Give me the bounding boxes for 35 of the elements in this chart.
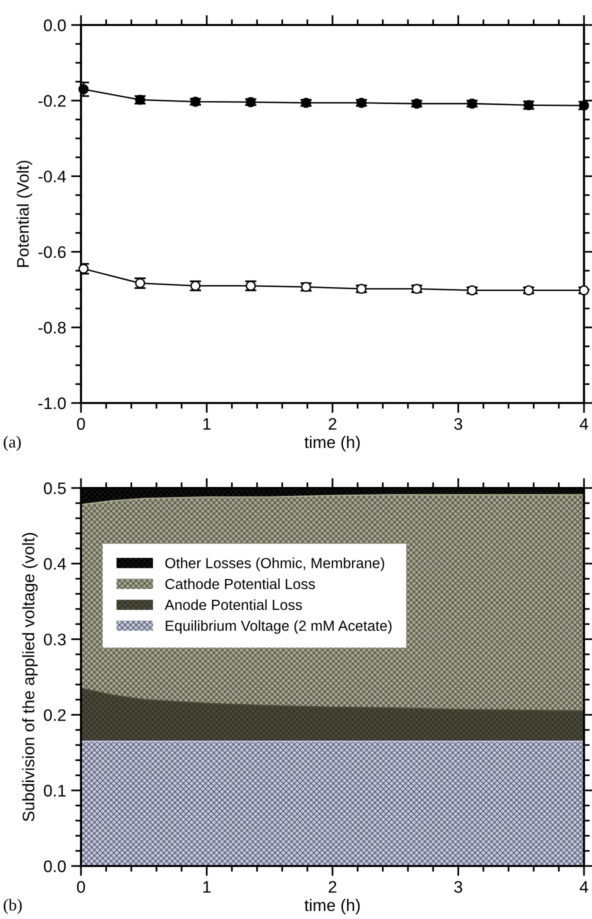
y-tick-label: 0.2 (44, 709, 66, 722)
point (78, 84, 89, 94)
y-tick-label: -0.2 (38, 95, 66, 107)
y-tick-label: -0.8 (38, 322, 66, 334)
x-axis-title: time (h) (304, 898, 360, 914)
y-tick-label: 0.0 (44, 19, 66, 32)
x-tick-label: 0 (77, 881, 85, 893)
y-tick-label: 0.3 (44, 634, 66, 646)
x-tick-label: 4 (580, 881, 588, 893)
y-axis-title: Potential (Volt) (16, 160, 32, 267)
y-tick-label: 0.5 (44, 482, 66, 494)
text: (a) (4, 436, 21, 451)
x-axis-title: time (h) (304, 436, 360, 452)
x-tick-label: 1 (203, 418, 211, 430)
y-axis-title: Subdivision of the applied voltage (volt) (22, 533, 38, 822)
y-tick-label: 0.0 (44, 860, 66, 872)
x-tick-label: 4 (580, 418, 588, 430)
x-tick-label: 3 (454, 881, 462, 893)
text: (b) (4, 898, 22, 914)
x-tick-label: 1 (203, 881, 211, 893)
legend-label: Anode Potential Loss (164, 599, 302, 610)
x-tick-label: 2 (328, 881, 336, 893)
legend-label: Cathode Potential Loss (165, 578, 315, 590)
point (78, 264, 89, 274)
y-tick-label: -1.0 (38, 397, 66, 410)
y-tick-label: 0.4 (44, 558, 66, 570)
y-tick-label: -0.4 (38, 170, 66, 182)
legend-label: Equilibrium Voltage (2 mM Acetate) (166, 620, 392, 634)
x-tick-label: 0 (77, 418, 85, 430)
x-tick-label: 3 (454, 418, 462, 430)
legend-label: Other Losses (Ohmic, Membrane) (165, 558, 384, 572)
y-tick-label: -0.6 (38, 246, 66, 258)
x-tick-label: 2 (328, 418, 336, 430)
point (578, 100, 590, 111)
y-tick-label: 0.1 (44, 784, 66, 797)
